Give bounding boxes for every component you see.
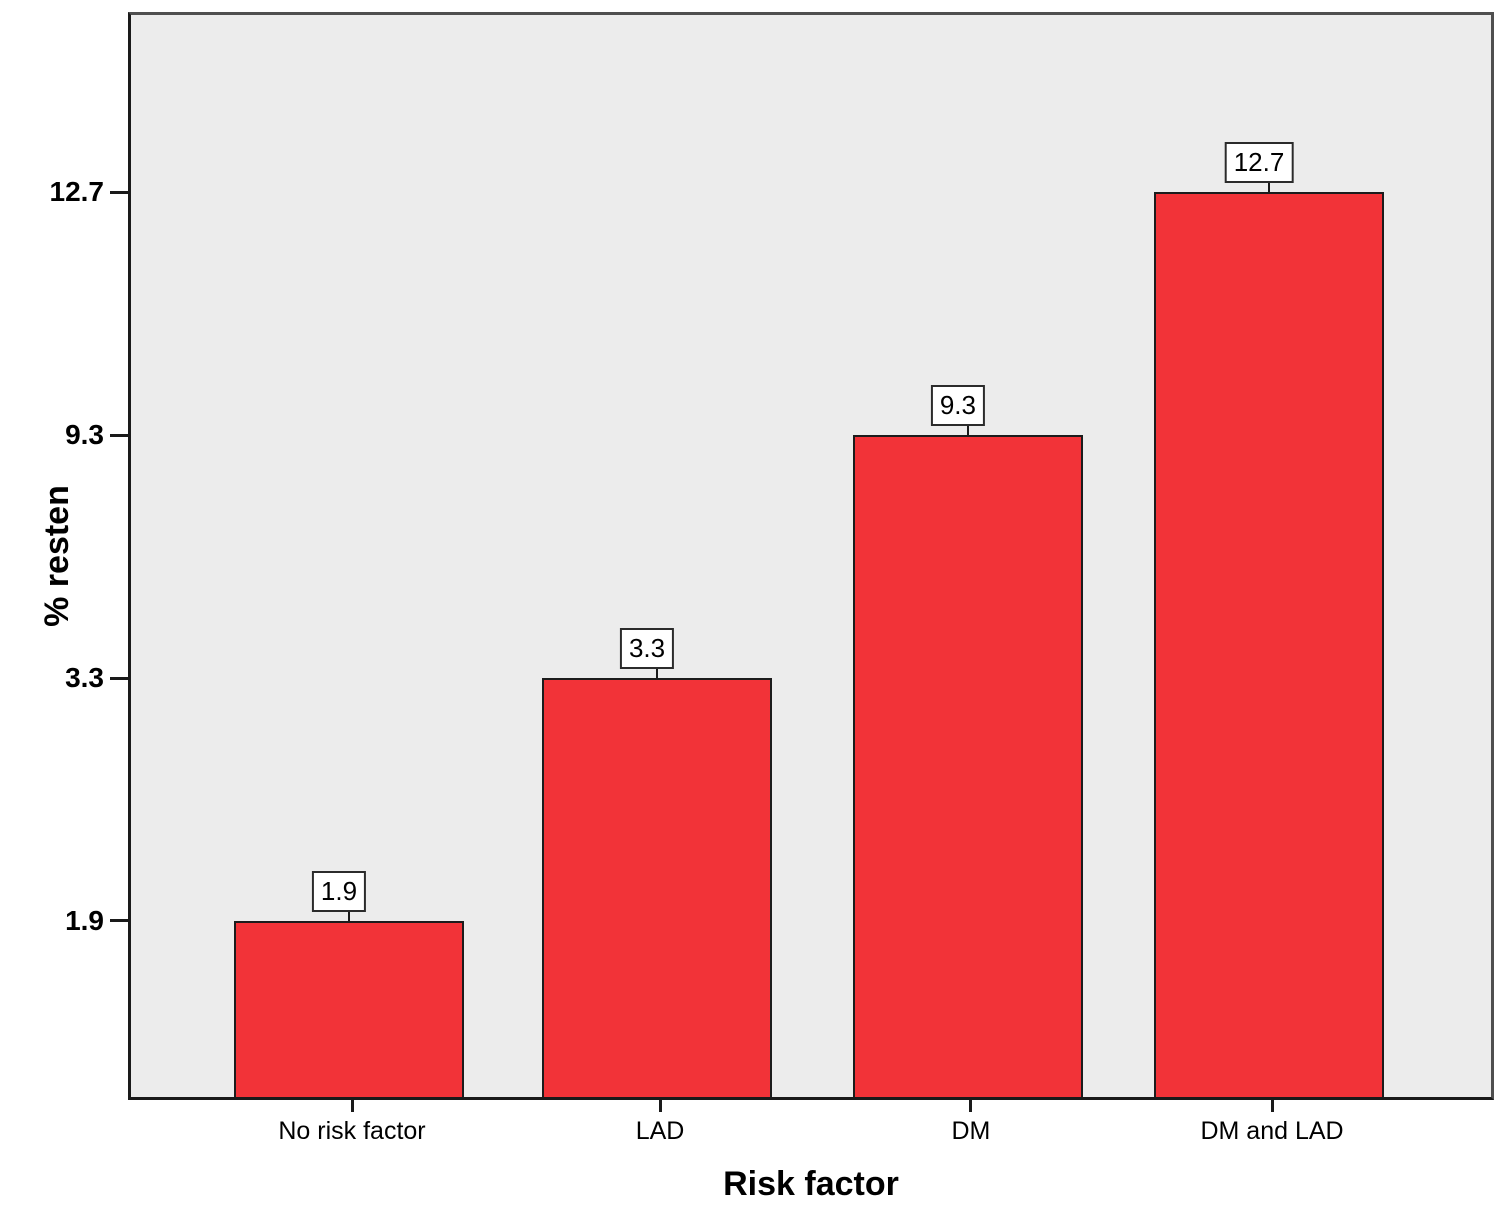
data-label: 9.3 (930, 385, 985, 427)
y-axis-title: % resten (38, 485, 76, 627)
x-category-label: No risk factor (278, 1117, 426, 1145)
y-axis-tick (110, 676, 131, 680)
bar-dm (853, 435, 1083, 1097)
x-axis-tick (1270, 1097, 1274, 1112)
y-axis-tick-label: 12.7 (49, 176, 105, 207)
data-label-connector (348, 911, 350, 921)
data-label-connector (656, 669, 659, 679)
x-axis-tick (969, 1097, 973, 1112)
data-label: 3.3 (619, 628, 675, 670)
bar-lad (542, 678, 772, 1097)
x-category-label: LAD (635, 1117, 685, 1145)
data-label-connector (966, 426, 969, 436)
data-label: 1.9 (311, 870, 367, 912)
y-axis-tick-label: 3.3 (65, 662, 104, 694)
x-category-label: DM and LAD (1200, 1117, 1344, 1145)
data-label-connector (1268, 183, 1271, 193)
y-axis-tick (110, 433, 131, 437)
x-axis-tick (350, 1097, 354, 1112)
data-label: 12.7 (1224, 142, 1294, 184)
y-axis-tick-label: 1.9 (65, 904, 104, 936)
x-axis-tick (658, 1097, 662, 1112)
y-axis-tick (110, 190, 131, 194)
y-axis-tick (110, 919, 131, 923)
y-axis-tick-label: 9.3 (65, 419, 104, 451)
x-axis-title: Risk factor (723, 1165, 899, 1203)
x-category-label: DM (951, 1117, 991, 1145)
bar-no-risk-factor (234, 920, 464, 1097)
plot-area: 1.9 3.3 9.3 12.7 (128, 12, 1494, 1100)
bar-dm-and-lad (1154, 192, 1384, 1097)
